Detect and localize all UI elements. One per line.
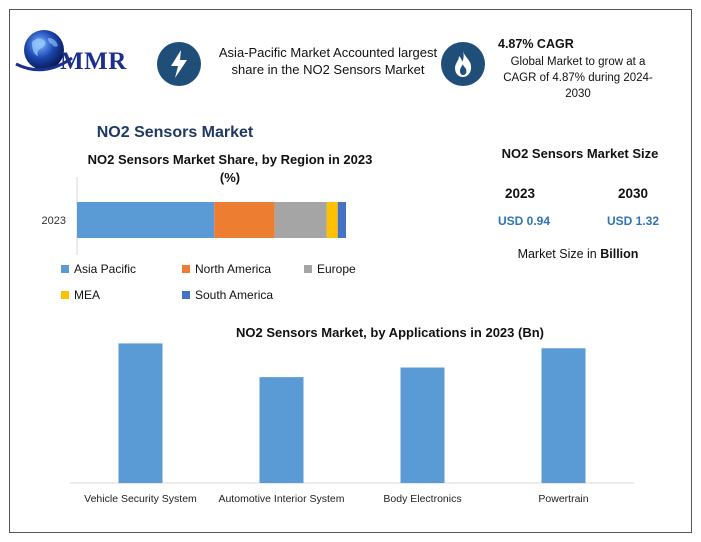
legend-label: South America	[195, 288, 274, 302]
bar-vehicle-security-system	[118, 343, 163, 483]
bar-powertrain	[541, 348, 586, 483]
highlight-asia-pacific-text: Asia-Pacific Market Accounted largest sh…	[218, 45, 438, 77]
logo-text: MMR	[60, 48, 127, 75]
legend-swatch	[61, 265, 69, 273]
legend-swatch	[182, 265, 190, 273]
bar-body-electronics	[400, 367, 445, 483]
applications-chart-title: NO2 Sensors Market, by Applications in 2…	[236, 325, 544, 340]
applications-chart: Vehicle Security System Automotive Interi…	[70, 343, 634, 505]
lightning-bolt-icon	[157, 42, 201, 86]
legend-label: MEA	[74, 288, 101, 302]
infographic-frame	[9, 9, 692, 533]
bar-segment-asia-pacific	[77, 202, 215, 238]
legend-item-europe: Europe	[304, 262, 356, 276]
mmr-logo: MMR	[14, 24, 144, 80]
flame-icon	[441, 42, 485, 86]
legend-label: Asia Pacific	[74, 262, 137, 276]
bar-segment-north-america	[214, 202, 275, 238]
globe-icon	[15, 30, 73, 72]
legend-swatch	[182, 291, 190, 299]
legend-item-asia-pacific: Asia Pacific	[61, 262, 136, 276]
legend-item-north-america: North America	[182, 262, 271, 276]
market-size-value-2030: USD 1.32	[606, 214, 660, 228]
bar-segment-south-america	[337, 202, 346, 238]
market-size-year-2030: 2030	[617, 186, 649, 201]
tick-label-body-electronics: Body Electronics	[383, 493, 461, 505]
category-label-2023: 2023	[42, 215, 66, 227]
market-size-value-2023: USD 0.94	[497, 214, 551, 228]
legend-label: North America	[195, 262, 272, 276]
market-size-year-2023: 2023	[504, 186, 536, 201]
cagr-description: Global Market to grow at a CAGR of 4.87%…	[503, 56, 653, 100]
legend-swatch	[61, 291, 69, 299]
legend-label: Europe	[317, 262, 356, 276]
region-chart-legend: Asia Pacific North America Europe MEA South …	[47, 262, 407, 302]
legend-swatch	[304, 265, 312, 273]
bar-automotive-interior-system	[259, 377, 304, 483]
region-chart-title: NO2 Sensors Market Share, by Region in 2…	[87, 152, 373, 185]
legend-item-mea: MEA	[61, 288, 100, 302]
tick-label-powertrain: Powertrain	[538, 493, 588, 505]
market-size-note: Market Size in Billion	[488, 247, 668, 261]
bar-segment-mea	[326, 202, 338, 238]
market-size-note-unit: Billion	[600, 247, 639, 261]
market-size-note-prefix: Market Size in	[517, 247, 601, 261]
tick-label-vehicle-security-system: Vehicle Security System	[84, 493, 197, 505]
region-share-chart: 2023	[42, 177, 346, 255]
main-title: NO2 Sensors Market	[96, 124, 254, 141]
legend-item-south-america: South America	[182, 288, 273, 302]
tick-label-automotive-interior-system: Automotive Interior System	[218, 493, 344, 505]
market-size-title: NO2 Sensors Market Size	[501, 146, 659, 161]
cagr-title: 4.87% CAGR	[498, 37, 574, 51]
bar-segment-europe	[274, 202, 327, 238]
